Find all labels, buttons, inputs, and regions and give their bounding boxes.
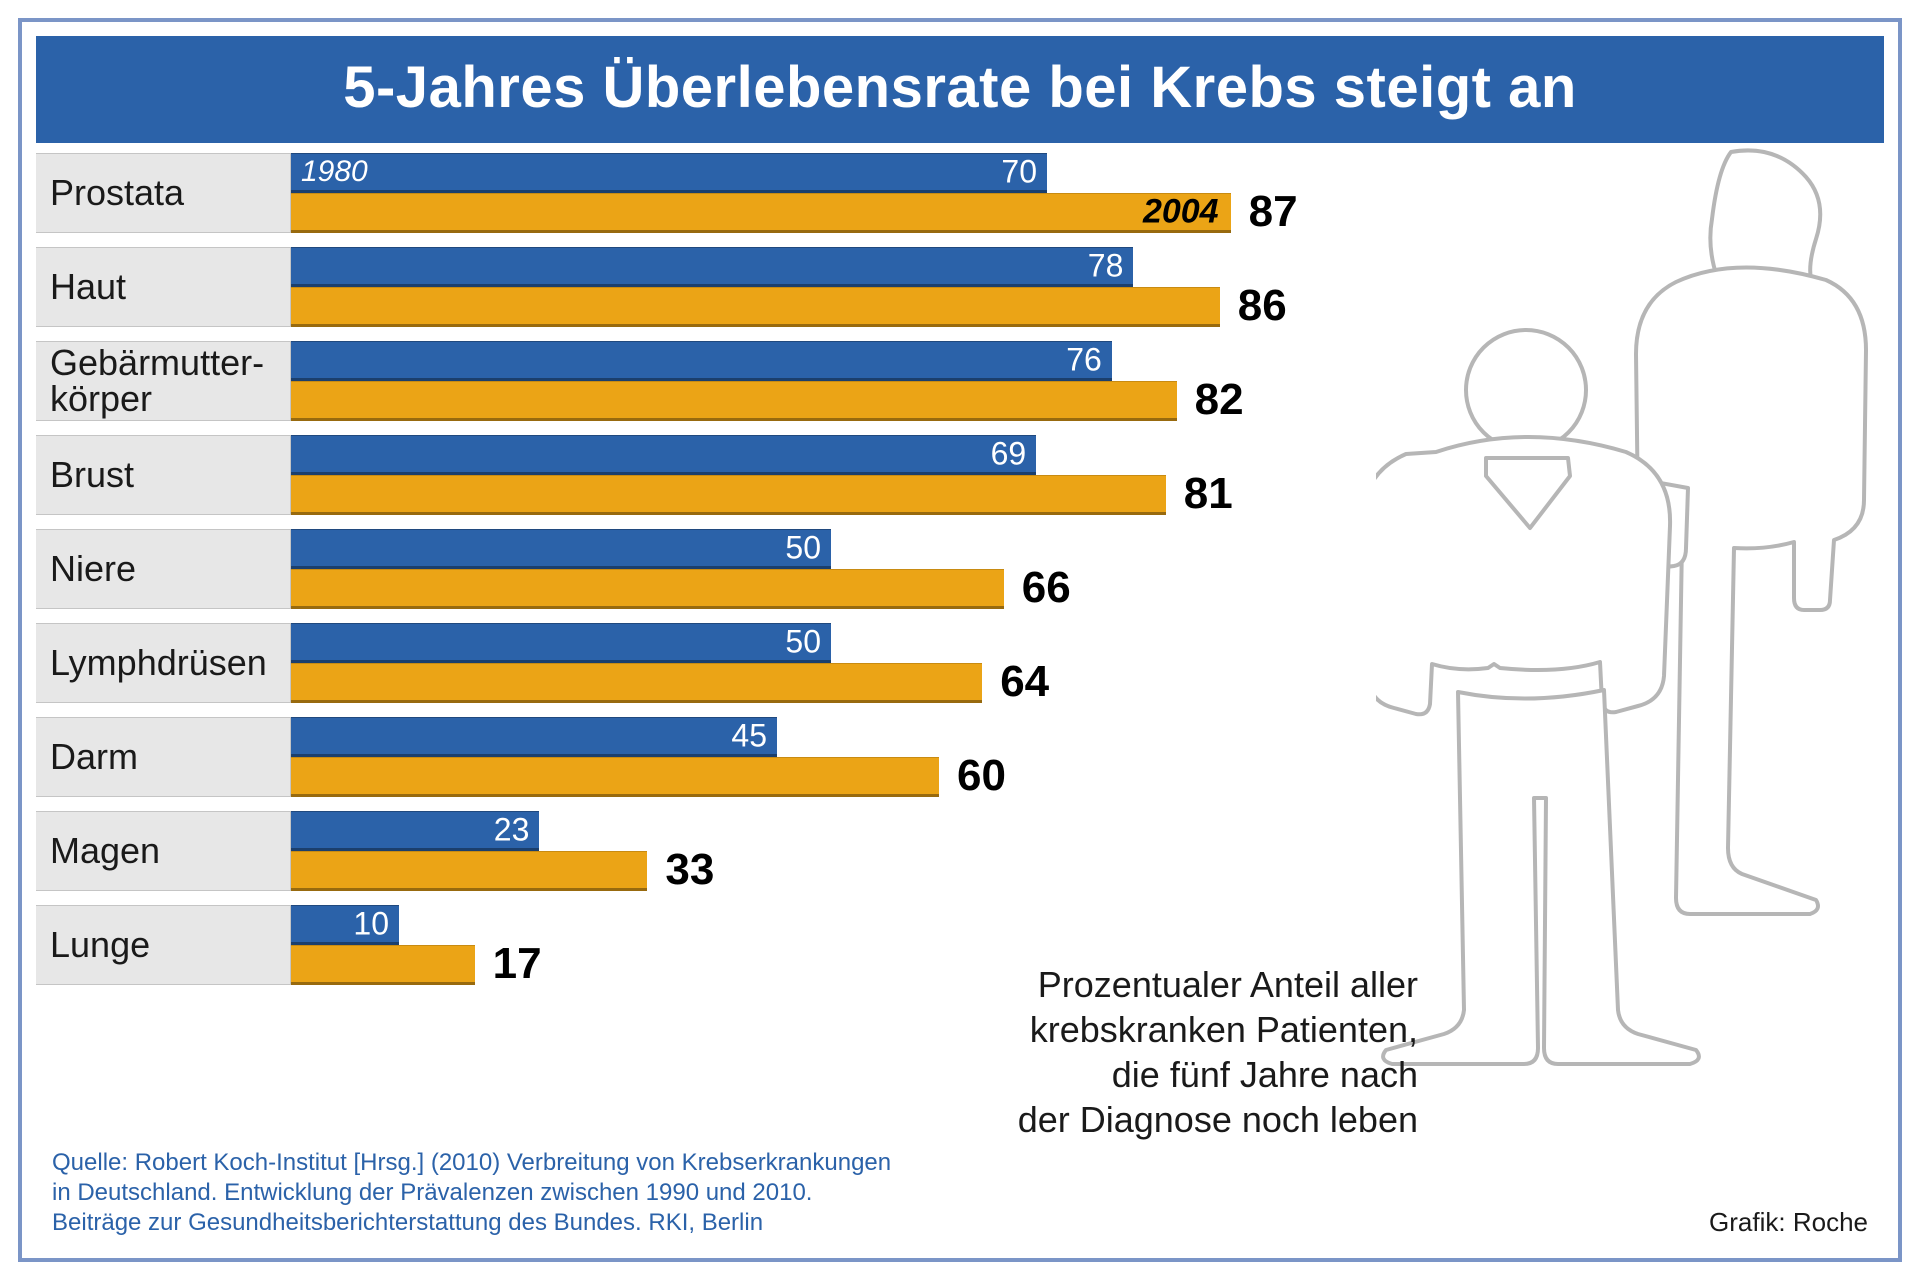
category-label: Darm [36,717,291,797]
value-1980: 78 [1088,248,1124,285]
bar-2004: 200487 [291,193,1231,233]
value-2004: 60 [939,751,1006,801]
value-2004: 82 [1177,375,1244,425]
category-label: Lunge [36,905,291,985]
bar-1980: 50 [291,529,831,569]
legend-2004: 2004 [1143,193,1219,232]
bar-1980: 45 [291,717,777,757]
bar-2004: 33 [291,851,647,891]
bar-1980: 23 [291,811,539,851]
category-label: Lymphdrüsen [36,623,291,703]
graphic-credit: Grafik: Roche [1709,1207,1868,1238]
value-1980: 50 [785,530,821,567]
value-2004: 17 [475,939,542,989]
value-1980: 10 [353,906,389,943]
bar-1980: 50 [291,623,831,663]
chart-frame: 5-Jahres Überlebensrate bei Krebs steigt… [18,18,1902,1262]
source-citation: Quelle: Robert Koch-Institut [Hrsg.] (20… [52,1148,891,1238]
bar-2004: 60 [291,757,939,797]
category-label: Magen [36,811,291,891]
category-label: Brust [36,435,291,515]
bar-2004: 17 [291,945,475,985]
value-1980: 76 [1066,342,1102,379]
category-label: Niere [36,529,291,609]
bar-2004: 82 [291,381,1177,421]
bar-2004: 86 [291,287,1220,327]
value-1980: 70 [1001,154,1037,191]
chart-description: Prozentualer Anteil allerkrebskranken Pa… [1018,962,1418,1142]
value-1980: 45 [731,718,767,755]
people-illustration [1376,142,1876,1192]
value-1980: 69 [991,436,1027,473]
bar-1980: 78 [291,247,1133,287]
value-1980: 23 [494,812,530,849]
bar-2004: 81 [291,475,1166,515]
bar-1980: 76 [291,341,1112,381]
legend-1980: 1980 [301,155,368,189]
category-label: Prostata [36,153,291,233]
bar-1980: 70 1980 [291,153,1047,193]
bar-2004: 64 [291,663,982,703]
bar-1980: 10 [291,905,399,945]
value-2004: 66 [1004,563,1071,613]
value-2004: 86 [1220,281,1287,331]
bar-2004: 66 [291,569,1004,609]
value-2004: 87 [1231,187,1298,237]
value-2004: 64 [982,657,1049,707]
value-2004: 33 [647,845,714,895]
category-label: Haut [36,247,291,327]
chart-title: 5-Jahres Überlebensrate bei Krebs steigt… [36,36,1884,143]
category-label: Gebärmutter-körper [36,341,291,421]
value-1980: 50 [785,624,821,661]
value-2004: 81 [1166,469,1233,519]
bar-1980: 69 [291,435,1036,475]
